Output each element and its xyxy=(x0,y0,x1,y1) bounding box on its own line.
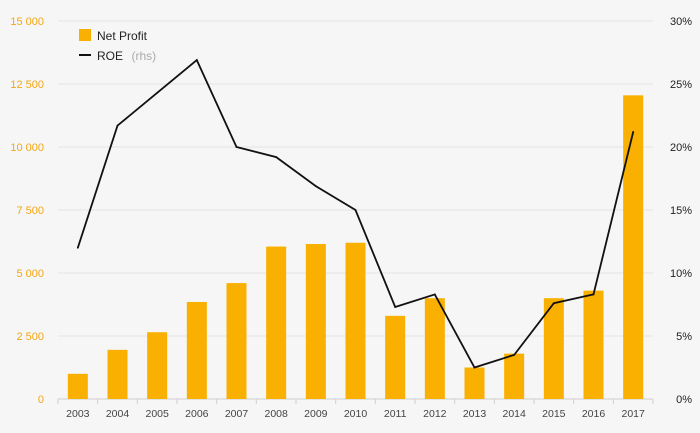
x-tick-label-2013: 2013 xyxy=(463,408,487,420)
x-tick-label-2007: 2007 xyxy=(225,408,249,420)
y-left-tick-label: 5 000 xyxy=(16,268,44,280)
y-axis-left: 0 2 500 5 000 7 500 10 000 12 500 15 000 xyxy=(10,16,44,406)
bar-2013 xyxy=(464,367,485,399)
roe-point-2011 xyxy=(394,306,397,308)
roe-point-2014 xyxy=(513,354,516,356)
bar-2007 xyxy=(226,283,247,399)
roe-point-2008 xyxy=(275,156,278,158)
legend: Net Profit ROE (rhs) xyxy=(79,29,156,64)
bar-2012 xyxy=(424,298,445,399)
bar-2014 xyxy=(504,353,525,399)
roe-point-2016 xyxy=(592,293,595,296)
bar-2003 xyxy=(67,373,88,399)
x-tick-label-2016: 2016 xyxy=(582,408,606,420)
y-left-tick-label: 15 000 xyxy=(10,16,44,28)
legend-label-roe: ROE (rhs) xyxy=(97,47,156,64)
roe-point-2017 xyxy=(632,130,635,133)
roe-point-2003 xyxy=(76,246,79,249)
x-axis: 2003 2004 2005 2006 2007 2008 2009 2010 2011 2012… xyxy=(57,399,654,420)
roe-point-2012 xyxy=(433,293,436,296)
y-left-tick-label: 2 500 xyxy=(16,331,44,343)
bar-2006 xyxy=(186,301,207,399)
x-tick-label-2008: 2008 xyxy=(264,408,288,420)
roe-point-2005 xyxy=(156,91,159,94)
bar-2015 xyxy=(543,298,564,399)
y-right-tick-label: 0% xyxy=(676,394,692,406)
y-right-tick-label: 25% xyxy=(670,79,692,91)
bar-2011 xyxy=(385,315,406,399)
roe-point-2006 xyxy=(195,59,198,61)
line-series-roe xyxy=(76,58,635,369)
legend-label-roe-name: ROE xyxy=(97,49,123,63)
legend-label-roe-suffix: (rhs) xyxy=(131,49,156,63)
x-tick-label-2010: 2010 xyxy=(344,408,368,420)
x-tick-label-2006: 2006 xyxy=(185,408,209,420)
bar-2010 xyxy=(345,242,366,399)
legend-label-net-profit: Net Profit xyxy=(97,29,148,43)
x-tick-label-2003: 2003 xyxy=(66,408,90,420)
roe-point-2013 xyxy=(473,366,476,369)
bar-2009 xyxy=(305,244,326,399)
x-tick-label-2004: 2004 xyxy=(106,408,130,420)
x-tick-label-2005: 2005 xyxy=(145,408,169,420)
y-right-tick-label: 15% xyxy=(670,205,692,217)
bar-series-net-profit xyxy=(67,95,644,399)
roe-point-2009 xyxy=(314,185,317,187)
y-left-tick-label: 10 000 xyxy=(10,142,44,154)
roe-point-2010 xyxy=(354,209,357,211)
x-tick-label-2012: 2012 xyxy=(423,408,447,420)
legend-swatch-net-profit xyxy=(79,29,91,41)
bar-2004 xyxy=(107,349,128,399)
bar-2005 xyxy=(147,332,168,399)
x-tick-label-2017: 2017 xyxy=(621,408,645,420)
x-tick-label-2009: 2009 xyxy=(304,408,328,420)
roe-point-2007 xyxy=(235,146,238,148)
y-right-tick-label: 20% xyxy=(670,142,692,154)
x-tick-label-2011: 2011 xyxy=(384,408,407,420)
bar-2008 xyxy=(266,246,287,399)
y-right-tick-label: 10% xyxy=(670,268,692,280)
y-left-tick-label: 7 500 xyxy=(16,205,44,217)
y-left-tick-label: 0 xyxy=(38,394,44,406)
roe-point-2004 xyxy=(116,124,119,127)
y-right-tick-label: 30% xyxy=(670,16,692,28)
bar-2016 xyxy=(583,290,604,399)
y-axis-right: 0% 5% 10% 15% 20% 25% 30% xyxy=(670,16,692,406)
bar-2017 xyxy=(623,95,644,399)
roe-point-2015 xyxy=(552,302,555,305)
y-right-tick-label: 5% xyxy=(676,331,692,343)
y-left-tick-label: 12 500 xyxy=(10,79,44,91)
x-tick-label-2015: 2015 xyxy=(542,408,566,420)
x-tick-label-2014: 2014 xyxy=(502,408,526,420)
